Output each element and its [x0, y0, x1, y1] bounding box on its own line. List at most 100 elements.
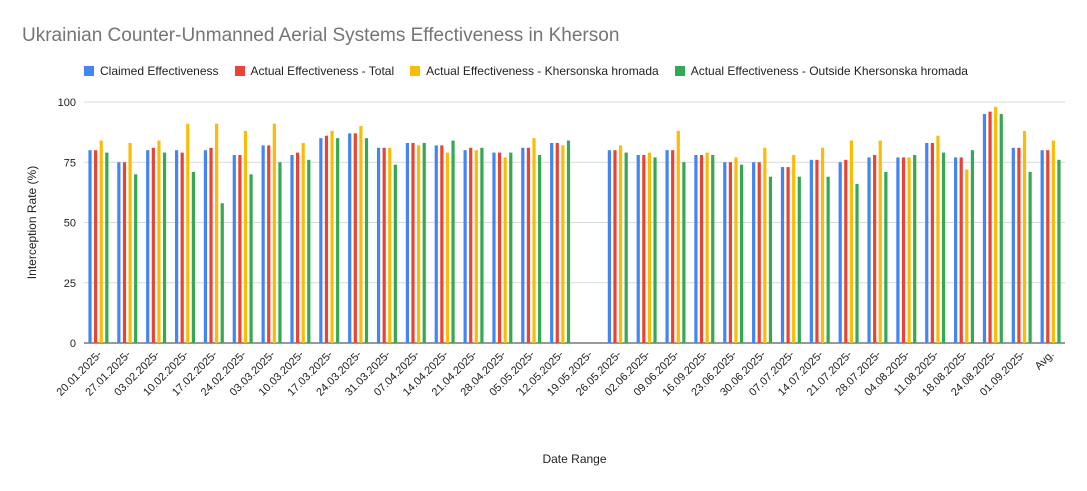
legend-label-khersonska: Actual Effectiveness - Khersonska hromad…: [426, 64, 659, 78]
bar: [1022, 130, 1027, 343]
bar: [128, 142, 132, 343]
bar: [815, 159, 819, 343]
bar: [925, 142, 929, 343]
bar: [1011, 147, 1015, 343]
legend-swatch-khersonska: [410, 66, 421, 76]
bar: [267, 145, 271, 343]
bar: [613, 150, 617, 343]
bar: [901, 157, 906, 343]
bar: [307, 159, 311, 343]
bar: [849, 140, 854, 343]
bar: [965, 169, 969, 343]
bar: [907, 157, 911, 343]
bar: [728, 162, 732, 343]
bar: [134, 174, 138, 343]
bar: [954, 157, 958, 343]
legend-item-khersonska: Actual Effectiveness - Khersonska hromad…: [410, 64, 659, 78]
legend-item-actual-total: Actual Effectiveness - Total: [234, 64, 395, 78]
bar: [797, 176, 801, 343]
bar: [348, 133, 352, 343]
bar: [174, 150, 179, 343]
bar: [994, 106, 998, 343]
bar: [1040, 150, 1044, 343]
bar: [301, 142, 305, 343]
bar: [844, 159, 848, 343]
bar: [676, 130, 680, 343]
chart-title: Ukrainian Counter-Unmanned Aerial System…: [22, 25, 620, 46]
legend-swatch-outside: [674, 66, 685, 76]
bar: [699, 155, 704, 343]
bar: [422, 142, 426, 343]
bar: [607, 150, 611, 343]
legend-label-outside: Actual Effectiveness - Outside Khersonsk…: [690, 64, 968, 78]
bar: [566, 140, 571, 343]
bar: [694, 155, 698, 343]
legend-swatch-actual-total: [234, 66, 245, 76]
bar: [757, 162, 761, 343]
bar: [497, 152, 502, 343]
bar: [636, 155, 640, 343]
bar: [792, 155, 796, 343]
bar: [768, 176, 773, 343]
bar: [665, 150, 669, 343]
bar: [1046, 150, 1050, 343]
bar: [243, 130, 248, 343]
bar: [162, 152, 167, 343]
bar: [434, 145, 438, 343]
bar: [215, 123, 219, 343]
bar: [988, 111, 992, 343]
bar: [249, 174, 253, 343]
bar: [838, 162, 842, 343]
y-axis-label: Interception Rate (%): [25, 166, 39, 279]
bar: [261, 145, 265, 343]
bar: [884, 171, 888, 343]
bar: [191, 171, 195, 343]
bar: [642, 155, 646, 343]
bar: [393, 164, 397, 343]
bar: [509, 152, 513, 343]
bar: [521, 147, 525, 343]
bar: [440, 145, 444, 343]
bar: [105, 152, 109, 343]
bar: [752, 162, 756, 343]
bar: [122, 162, 127, 343]
bar: [711, 155, 715, 343]
bar: [503, 157, 507, 343]
bar: [474, 150, 478, 343]
bar: [295, 152, 300, 343]
bar: [734, 157, 738, 343]
bar: [278, 162, 282, 343]
bar: [417, 145, 421, 343]
legend-label-actual-total: Actual Effectiveness - Total: [250, 64, 395, 78]
bar: [820, 147, 825, 343]
bar: [538, 155, 542, 343]
bar: [203, 150, 208, 343]
y-tick-label: 75: [64, 157, 76, 169]
bar: [855, 183, 859, 343]
bar: [88, 150, 92, 343]
bar: [463, 150, 467, 343]
bar: [376, 147, 381, 343]
bar: [290, 155, 294, 343]
bar: [146, 150, 150, 343]
bar: [561, 145, 565, 343]
bar: [99, 140, 103, 343]
y-tick-label: 25: [64, 278, 76, 290]
bar: [999, 114, 1003, 343]
bar: [405, 142, 410, 343]
y-tick-label: 0: [70, 338, 76, 350]
bar: [382, 147, 386, 343]
bar: [220, 203, 224, 343]
bar: [723, 162, 727, 343]
x-axis-label: Date Range: [542, 452, 606, 466]
bar: [526, 147, 531, 343]
bar: [411, 142, 415, 343]
bar: [469, 147, 473, 343]
bar: [867, 157, 871, 343]
legend-label-claimed: Claimed Effectiveness: [100, 64, 219, 78]
bar: [959, 157, 963, 343]
bar: [873, 155, 877, 343]
bar: [353, 133, 357, 343]
bar: [272, 123, 276, 343]
bar: [682, 162, 686, 343]
